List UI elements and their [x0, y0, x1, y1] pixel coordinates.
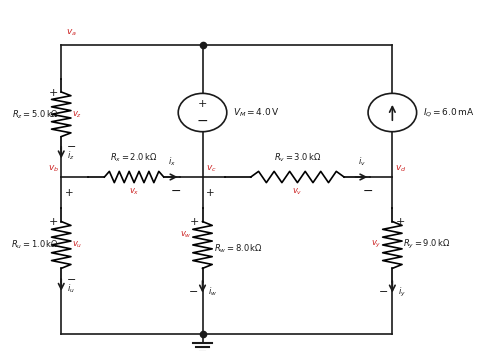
Text: +: + — [395, 217, 404, 227]
Text: −: − — [362, 184, 372, 198]
Text: +: + — [65, 188, 73, 198]
Text: +: + — [48, 88, 58, 98]
Text: $i_y$: $i_y$ — [397, 285, 405, 298]
Text: +: + — [190, 217, 199, 227]
Text: $v_y$: $v_y$ — [370, 239, 381, 251]
Text: $R_v = 3.0\,\mathrm{k}\Omega$: $R_v = 3.0\,\mathrm{k}\Omega$ — [273, 151, 321, 164]
Text: +: + — [197, 99, 207, 109]
Text: $v_w$: $v_w$ — [180, 229, 191, 240]
Text: +: + — [206, 188, 215, 198]
Text: $V_M = 4.0\,\mathrm{V}$: $V_M = 4.0\,\mathrm{V}$ — [233, 106, 279, 119]
Text: −: − — [378, 287, 387, 297]
Text: $i_w$: $i_w$ — [207, 286, 216, 298]
Text: $R_w = 8.0\,\mathrm{k}\Omega$: $R_w = 8.0\,\mathrm{k}\Omega$ — [213, 242, 262, 255]
Text: $i_v$: $i_v$ — [357, 156, 365, 168]
Text: −: − — [170, 184, 181, 198]
Text: −: − — [66, 142, 76, 152]
Text: $i_x$: $i_x$ — [168, 156, 175, 168]
Text: $i_z$: $i_z$ — [66, 150, 74, 162]
Text: $v_a$: $v_a$ — [65, 27, 76, 38]
Text: −: − — [188, 287, 198, 297]
Text: $v_v$: $v_v$ — [291, 187, 302, 197]
Text: $v_c$: $v_c$ — [205, 163, 216, 173]
Text: $v_x$: $v_x$ — [129, 187, 139, 197]
Text: $v_d$: $v_d$ — [394, 163, 405, 173]
Text: $v_b$: $v_b$ — [48, 163, 59, 173]
Text: $v_z$: $v_z$ — [72, 109, 82, 120]
Text: −: − — [196, 114, 208, 127]
Text: $R_z = 5.0\,\mathrm{k}\Omega$: $R_z = 5.0\,\mathrm{k}\Omega$ — [12, 108, 59, 120]
Text: $i_u$: $i_u$ — [66, 282, 74, 295]
Circle shape — [178, 93, 227, 132]
Text: $I_Q = 6.0\,\mathrm{mA}$: $I_Q = 6.0\,\mathrm{mA}$ — [422, 106, 474, 119]
Text: −: − — [66, 275, 76, 285]
Text: +: + — [48, 217, 58, 227]
Text: $R_x = 2.0\,\mathrm{k}\Omega$: $R_x = 2.0\,\mathrm{k}\Omega$ — [110, 151, 157, 164]
Text: $v_u$: $v_u$ — [72, 240, 83, 250]
Text: $R_u = 1.0\,\mathrm{k}\Omega$: $R_u = 1.0\,\mathrm{k}\Omega$ — [12, 239, 59, 251]
Text: $R_y = 9.0\,\mathrm{k}\Omega$: $R_y = 9.0\,\mathrm{k}\Omega$ — [403, 238, 450, 251]
Circle shape — [367, 93, 416, 132]
